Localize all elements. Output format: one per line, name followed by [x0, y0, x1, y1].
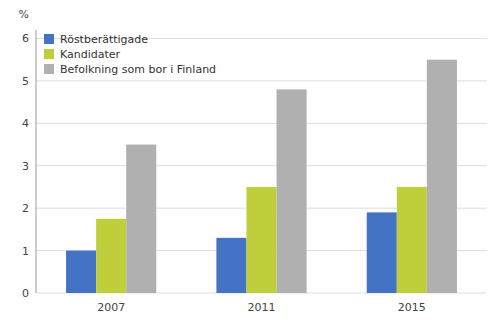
bar — [427, 60, 457, 293]
legend-swatch — [44, 49, 54, 59]
bar — [96, 219, 126, 293]
bar — [277, 89, 307, 293]
chart-container: 0 1 2 3 4 5 6% 2007 2011 2015 Röstberättigade Kandi… — [0, 0, 499, 321]
legend-label: Röstberättigade — [60, 33, 148, 46]
y-tick-label: 6 — [22, 32, 29, 45]
bar — [246, 187, 276, 293]
legend-item: Kandidater — [44, 48, 121, 61]
y-tick-label: 4 — [22, 117, 29, 130]
bar — [126, 145, 156, 293]
legend-label: Kandidater — [60, 48, 121, 61]
bar — [367, 212, 397, 293]
y-tick-label: 0 — [22, 287, 29, 300]
grid-line — [36, 80, 487, 81]
x-tick-label: 2011 — [248, 301, 276, 314]
x-tick-label: 2007 — [97, 301, 125, 314]
bars — [66, 60, 457, 293]
y-tick-label: 3 — [22, 160, 29, 173]
x-tick-label: 2015 — [398, 301, 426, 314]
y-tick-label: 5 — [22, 75, 29, 88]
y-tick-label: 2 — [22, 202, 29, 215]
legend-label: Befolkning som bor i Finland — [60, 63, 216, 76]
bar — [66, 251, 96, 293]
grid-line — [36, 165, 487, 166]
legend: Röstberättigade Kandidater Befolkning som … — [44, 33, 216, 76]
chart: 0 1 2 3 4 5 6% 2007 2011 2015 Röstberättigade Kandi… — [0, 0, 499, 321]
legend-swatch — [44, 64, 54, 74]
y-tick-label: 1 — [22, 245, 29, 258]
grid — [36, 38, 487, 293]
y-axis-label: % — [19, 8, 29, 21]
grid-line — [36, 123, 487, 124]
legend-item: Röstberättigade — [44, 33, 148, 46]
bar — [216, 238, 246, 293]
legend-item: Befolkning som bor i Finland — [44, 63, 216, 76]
y-axis-line — [36, 30, 37, 293]
legend-swatch — [44, 34, 54, 44]
bar — [397, 187, 427, 293]
